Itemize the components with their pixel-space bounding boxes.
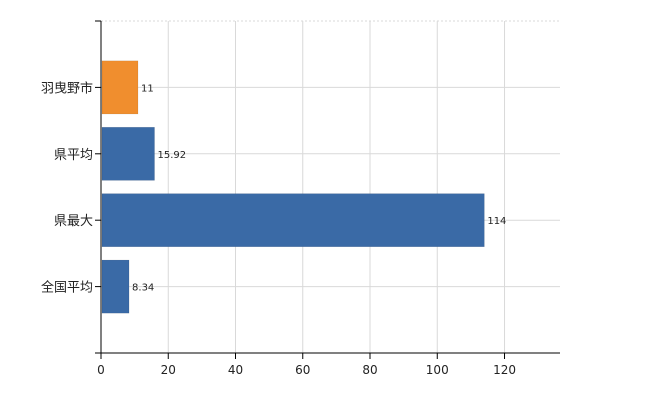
category-label-0: 羽曳野市 <box>41 80 93 96</box>
x-tick-label-4: 80 <box>362 363 377 377</box>
x-tick-label-6: 120 <box>493 363 516 377</box>
bar-3 <box>101 259 130 314</box>
x-tick-label-3: 60 <box>295 363 310 377</box>
bar-0 <box>101 60 139 115</box>
x-tick-label-1: 20 <box>161 363 176 377</box>
x-tick-label-5: 100 <box>426 363 449 377</box>
category-label-3: 全国平均 <box>41 280 93 296</box>
x-tick-label-2: 40 <box>228 363 243 377</box>
x-tick-label-0: 0 <box>97 363 105 377</box>
grid-lines <box>101 20 560 353</box>
bar-1 <box>101 126 155 181</box>
bar-2 <box>101 193 485 248</box>
axes <box>95 20 560 359</box>
bars <box>101 60 485 314</box>
category-label-1: 県平均 <box>54 148 93 163</box>
data-label-2: 114 <box>487 216 506 227</box>
category-label-2: 県最大 <box>54 214 93 229</box>
data-label-0: 11 <box>141 83 154 94</box>
data-label-1: 15.92 <box>158 150 187 161</box>
data-label-3: 8.34 <box>132 283 154 294</box>
